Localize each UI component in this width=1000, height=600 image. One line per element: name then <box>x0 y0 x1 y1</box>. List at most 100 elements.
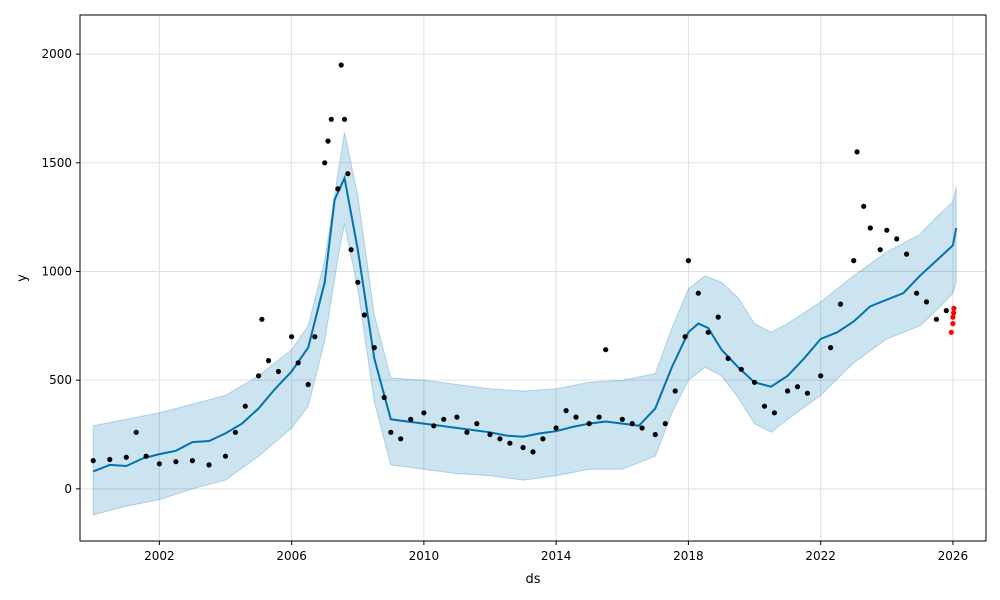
observed-point <box>540 436 546 442</box>
x-tick-label: 2006 <box>276 549 307 563</box>
observed-point <box>107 456 113 463</box>
observed-point <box>867 225 873 231</box>
observed-point <box>738 366 744 372</box>
forecast-line <box>92 174 958 473</box>
x-tick-label: 2026 <box>938 549 969 563</box>
observed-point <box>520 444 526 451</box>
holdout-point <box>948 329 954 335</box>
observed-point <box>497 436 503 442</box>
x-axis-label: ds <box>525 572 540 587</box>
observed-point <box>854 149 860 155</box>
observed-point <box>851 258 857 264</box>
observed-point <box>751 379 758 385</box>
observed-point <box>761 403 768 409</box>
uncertainty-band <box>92 132 957 516</box>
observed-point <box>341 116 348 122</box>
observed-point <box>289 334 295 340</box>
observed-point <box>705 329 711 335</box>
observed-point <box>685 258 692 264</box>
observed-point <box>348 247 354 253</box>
observed-point <box>222 453 229 459</box>
holdout-point <box>951 310 957 316</box>
observed-point <box>322 160 328 166</box>
observed-point <box>345 171 351 177</box>
observed-point <box>837 301 844 307</box>
observed-point <box>232 429 238 435</box>
observed-point <box>328 116 334 122</box>
holdout-point <box>950 314 956 320</box>
observed-point <box>530 449 536 455</box>
observed-point <box>662 421 668 427</box>
holdout-point <box>950 321 956 327</box>
grid <box>80 15 986 541</box>
observed-point <box>295 360 301 366</box>
observed-point <box>242 403 248 409</box>
observed-point <box>398 436 404 442</box>
observed-point <box>894 236 900 242</box>
observed-point <box>388 429 394 435</box>
observed-point <box>563 408 569 414</box>
plot-frame <box>79 14 987 542</box>
observed-point <box>206 462 212 468</box>
y-tick-label: 1000 <box>41 264 72 278</box>
observed-point <box>884 227 890 233</box>
y-tick-label: 500 <box>49 373 72 387</box>
observed-point <box>619 416 625 422</box>
observed-point <box>682 334 688 340</box>
observed-point <box>421 410 427 416</box>
observed-point <box>90 458 96 464</box>
observed-point <box>794 384 801 390</box>
x-tick-label: 2018 <box>673 549 704 563</box>
observed-point <box>441 416 447 422</box>
observed-points <box>90 62 949 468</box>
observed-point <box>596 414 602 420</box>
observed-point <box>431 423 437 429</box>
observed-point <box>123 454 129 460</box>
observed-point <box>715 314 721 320</box>
observed-point <box>923 299 930 305</box>
observed-point <box>904 251 910 257</box>
holdout-point <box>951 305 957 311</box>
observed-point <box>256 373 262 379</box>
observed-point <box>573 414 579 420</box>
x-tick-label: 2010 <box>409 549 440 563</box>
observed-point <box>464 429 470 435</box>
interval-area <box>92 132 957 516</box>
x-tick-label: 2014 <box>541 549 572 563</box>
observed-point <box>305 381 311 388</box>
observed-point <box>914 290 920 296</box>
observed-point <box>818 373 824 379</box>
observed-point <box>603 347 609 353</box>
observed-point <box>259 316 265 322</box>
observed-point <box>861 203 867 209</box>
observed-point <box>933 316 940 322</box>
observed-point <box>355 279 361 285</box>
observed-point <box>143 453 149 459</box>
y-axis-ticks: 0 500 1000 1500 2000 <box>41 47 80 496</box>
y-tick-label: 2000 <box>41 47 72 61</box>
holdout-points <box>948 305 957 335</box>
observed-point <box>629 421 635 427</box>
observed-point <box>586 421 592 427</box>
observed-point <box>695 290 701 296</box>
observed-point <box>474 421 480 427</box>
x-axis-ticks: 2002 2006 2010 2014 2018 2022 2026 <box>144 541 968 563</box>
observed-point <box>133 429 139 435</box>
observed-point <box>156 461 162 467</box>
observed-point <box>381 394 387 401</box>
observed-point <box>672 388 678 394</box>
observed-point <box>173 459 179 465</box>
observed-point <box>828 345 834 351</box>
observed-point <box>371 345 377 351</box>
observed-point <box>771 410 778 416</box>
observed-point <box>265 358 272 364</box>
observed-point <box>361 312 367 318</box>
observed-point <box>507 440 513 446</box>
observed-point <box>553 425 559 431</box>
x-tick-label: 2002 <box>144 549 175 563</box>
observed-point <box>408 416 414 422</box>
observed-point <box>943 308 949 314</box>
observed-point <box>454 414 460 420</box>
observed-point <box>189 458 195 464</box>
